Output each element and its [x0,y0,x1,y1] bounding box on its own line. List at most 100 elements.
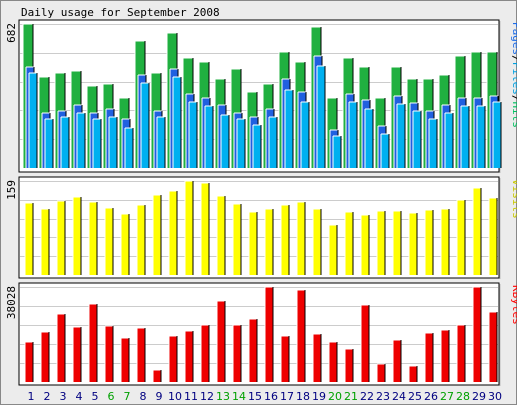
x-tick-label: 16 [264,390,278,403]
x-tick-label: 18 [296,390,310,403]
x-tick-label: 5 [92,390,99,403]
files-bar [349,102,357,168]
kbytes-bar [281,336,289,382]
x-tick-label: 6 [108,390,115,403]
files-bar [301,102,309,168]
x-tick-label: 19 [312,390,326,403]
x-tick-label: 1 [28,390,35,403]
kbytes-bar [265,287,273,382]
files-bar [125,128,133,168]
x-tick-label: 27 [440,390,454,403]
legend-item-hits: Hits [510,102,517,129]
kbytes-bar [377,364,385,382]
visits-bar [249,212,257,275]
visits-bar [361,215,369,275]
visits-bar [73,197,81,275]
y-max-label-visits: 159 [5,180,18,200]
kbytes-bar [345,349,353,382]
visits-bar [313,209,321,275]
x-tick-label: 23 [376,390,390,403]
visits-bar [57,201,65,275]
kbytes-bar [89,304,97,382]
x-tick-label: 29 [472,390,486,403]
x-tick-label: 28 [456,390,470,403]
files-bar [109,117,117,168]
kbytes-bar [121,338,129,382]
kbytes-bar [137,328,145,382]
files-bar [333,136,341,168]
kbytes-bar [153,370,161,382]
visits-bar [377,211,385,275]
kbytes-bar [57,314,65,382]
visits-bar [265,209,273,275]
legend-item-kbytes: KBytes [510,285,517,325]
x-tick-label: 25 [408,390,422,403]
files-bar [61,117,69,168]
files-bar [381,134,389,168]
files-bar [445,113,453,168]
files-bar [477,106,485,168]
visits-bar [409,213,417,275]
kbytes-bar [409,366,417,382]
panel-visits [18,176,500,279]
kbytes-bar [169,336,177,382]
visits-bar [425,210,433,275]
files-bar [317,66,325,168]
visits-bar [185,181,193,275]
kbytes-bar [105,326,113,382]
visits-bar [457,200,465,275]
kbytes-bar [25,342,33,382]
visits-bar [201,183,209,275]
chart-title: Daily usage for September 2008 [21,6,220,19]
files-bar [429,119,437,168]
files-bar [77,113,85,168]
visits-bar [137,205,145,275]
visits-bar [297,202,305,275]
files-bar [173,77,181,168]
kbytes-bar [489,312,497,382]
x-tick-label: 24 [392,390,406,403]
kbytes-bar [185,331,193,382]
x-tick-label: 9 [156,390,163,403]
visits-bar [393,211,401,275]
kbytes-bar [41,332,49,382]
files-bar [365,109,373,168]
visits-bar [329,225,337,275]
kbytes-bar [233,325,241,382]
legend-separator: / [510,95,517,102]
x-tick-label: 17 [280,390,294,403]
kbytes-bar [217,301,225,382]
files-bar [253,125,261,168]
x-tick-label: 22 [360,390,374,403]
kbytes-bar [361,305,369,382]
x-tick-label: 3 [60,390,67,403]
x-tick-label: 11 [184,390,198,403]
files-bar [93,119,101,168]
visits-bar [89,202,97,275]
x-tick-label: 10 [168,390,182,403]
files-bar [237,119,245,168]
x-tick-label: 15 [248,390,262,403]
files-bar [413,111,421,168]
files-bar [45,119,53,168]
kbytes-bar [425,333,433,382]
files-bar [205,106,213,168]
x-tick-label: 8 [140,390,147,403]
x-tick-label: 30 [488,390,502,403]
kbytes-bar [473,287,481,382]
legend-item-visits: Visits [510,179,517,219]
kbytes-bar [249,319,257,382]
x-tick-label: 20 [328,390,342,403]
files-bar [29,73,37,168]
legend-pages-files-hits: Pages/Files/Hits [510,22,517,128]
visits-bar [105,208,113,275]
x-tick-label: 2 [44,390,51,403]
files-bar [269,117,277,168]
kbytes-bar [393,340,401,382]
visits-bar [153,195,161,275]
kbytes-bar [329,342,337,382]
visits-bar [233,204,241,275]
legend-visits: Visits [510,179,517,219]
